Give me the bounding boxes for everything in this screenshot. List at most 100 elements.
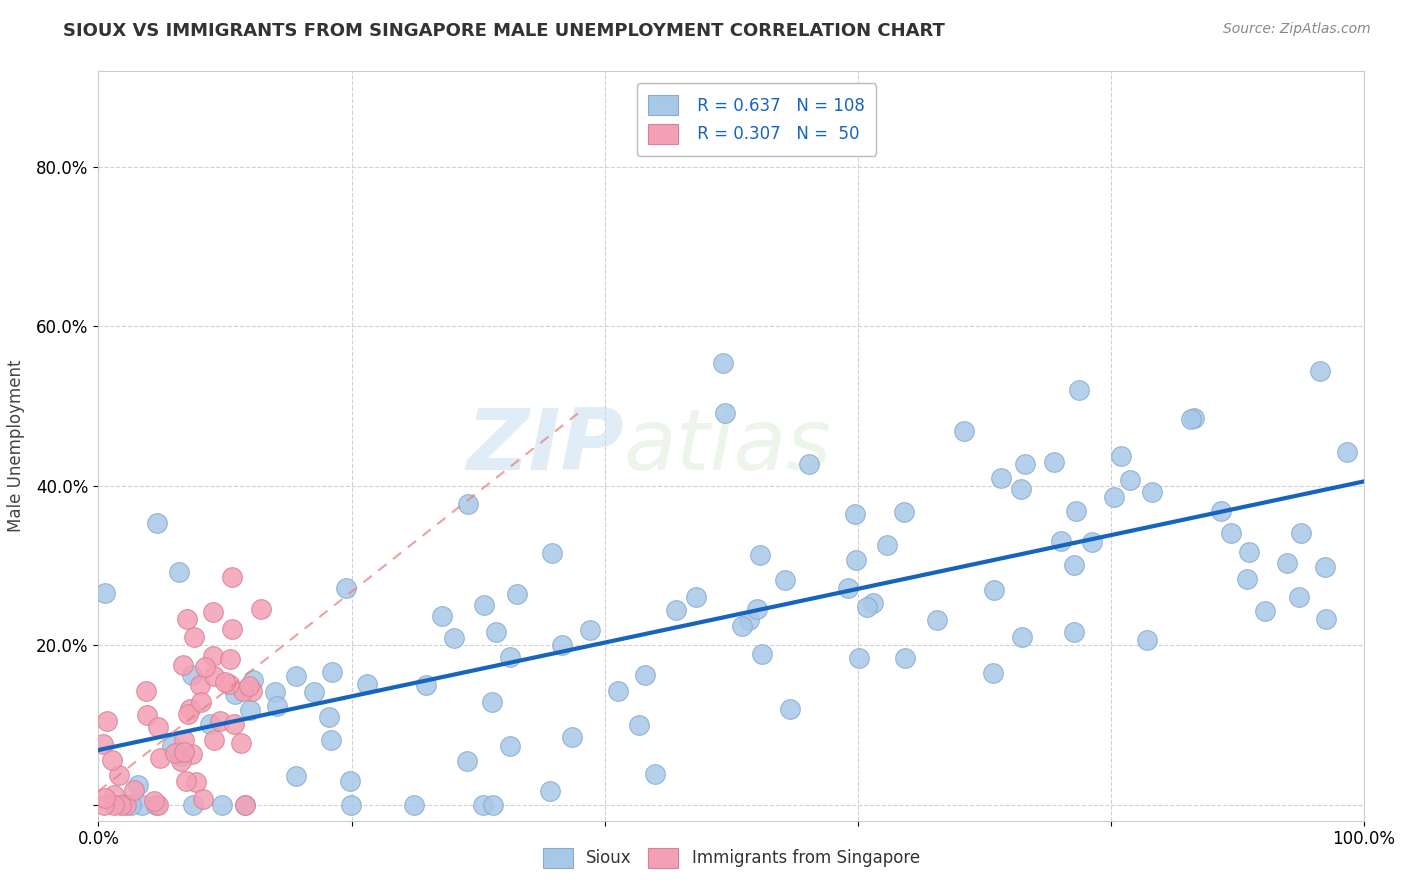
Point [893,505,915,519]
Point [146,720,169,734]
Point [634,667,657,681]
Point [319,732,342,747]
Point [190,695,212,709]
Point [321,665,343,679]
Point [561,730,583,744]
Point [170,754,193,768]
Point [1236,572,1258,586]
Point [745,601,768,615]
Point [457,497,479,511]
Point [302,685,325,699]
Point [1063,558,1085,572]
Point [238,679,260,693]
Point [127,778,149,792]
Point [1043,455,1066,469]
Point [242,683,264,698]
Point [1140,485,1163,500]
Point [1209,504,1232,518]
Point [1111,449,1133,463]
Text: Source: ZipAtlas.com: Source: ZipAtlas.com [1223,22,1371,37]
Point [1184,410,1206,425]
Point [284,669,307,683]
Point [218,652,240,666]
Point [751,647,773,661]
Point [218,677,240,691]
Point [221,570,243,584]
Point [894,650,917,665]
Point [200,717,222,731]
Y-axis label: Male Unemployment: Male Unemployment [7,359,25,533]
Point [538,784,561,798]
Point [1219,525,1241,540]
Point [233,797,256,812]
Point [188,678,211,692]
Point [1119,474,1142,488]
Point [1050,534,1073,549]
Point [176,612,198,626]
Point [239,703,262,717]
Point [146,797,169,812]
Point [122,782,145,797]
Point [181,747,204,761]
Point [1315,560,1337,574]
Point [114,797,136,811]
Point [335,582,357,596]
Point [149,751,172,765]
Point [499,649,522,664]
Point [110,797,132,812]
Text: SIOUX VS IMMIGRANTS FROM SINGAPORE MALE UNEMPLOYMENT CORRELATION CHART: SIOUX VS IMMIGRANTS FROM SINGAPORE MALE … [63,22,945,40]
Point [1081,535,1104,549]
Point [209,714,232,728]
Point [93,797,115,812]
Point [339,774,361,789]
Point [481,695,503,709]
Point [1064,504,1087,518]
Point [1309,364,1331,378]
Point [856,600,879,615]
Point [108,768,131,782]
Point [115,797,138,812]
Point [184,774,207,789]
Point [876,537,898,551]
Point [862,596,884,610]
Point [94,585,117,599]
Point [1288,590,1310,604]
Point [1291,525,1313,540]
Point [174,774,197,789]
Point [837,581,859,595]
Point [284,769,307,783]
Point [628,718,651,732]
Point [472,797,495,812]
Point [664,603,686,617]
Point [160,739,183,753]
Point [181,668,204,682]
Point [202,733,225,747]
Point [606,684,628,698]
Point [472,598,495,612]
Point [1014,457,1036,471]
Point [202,605,225,619]
Point [120,797,142,812]
Point [644,766,666,780]
Point [1102,490,1125,504]
Point [685,590,707,604]
Legend: Sioux, Immigrants from Singapore: Sioux, Immigrants from Singapore [531,836,931,880]
Point [1277,556,1299,570]
Text: atlas: atlas [623,404,831,488]
Point [1180,412,1202,426]
Point [167,565,190,579]
Point [222,716,245,731]
Point [214,674,236,689]
Point [1254,604,1277,618]
Point [96,714,118,728]
Point [131,797,153,812]
Text: ZIP: ZIP [465,404,623,488]
Point [163,747,186,761]
Point [221,623,243,637]
Point [250,602,273,616]
Point [145,797,167,812]
Point [193,792,215,806]
Point [551,638,574,652]
Point [181,797,204,812]
Point [233,797,256,812]
